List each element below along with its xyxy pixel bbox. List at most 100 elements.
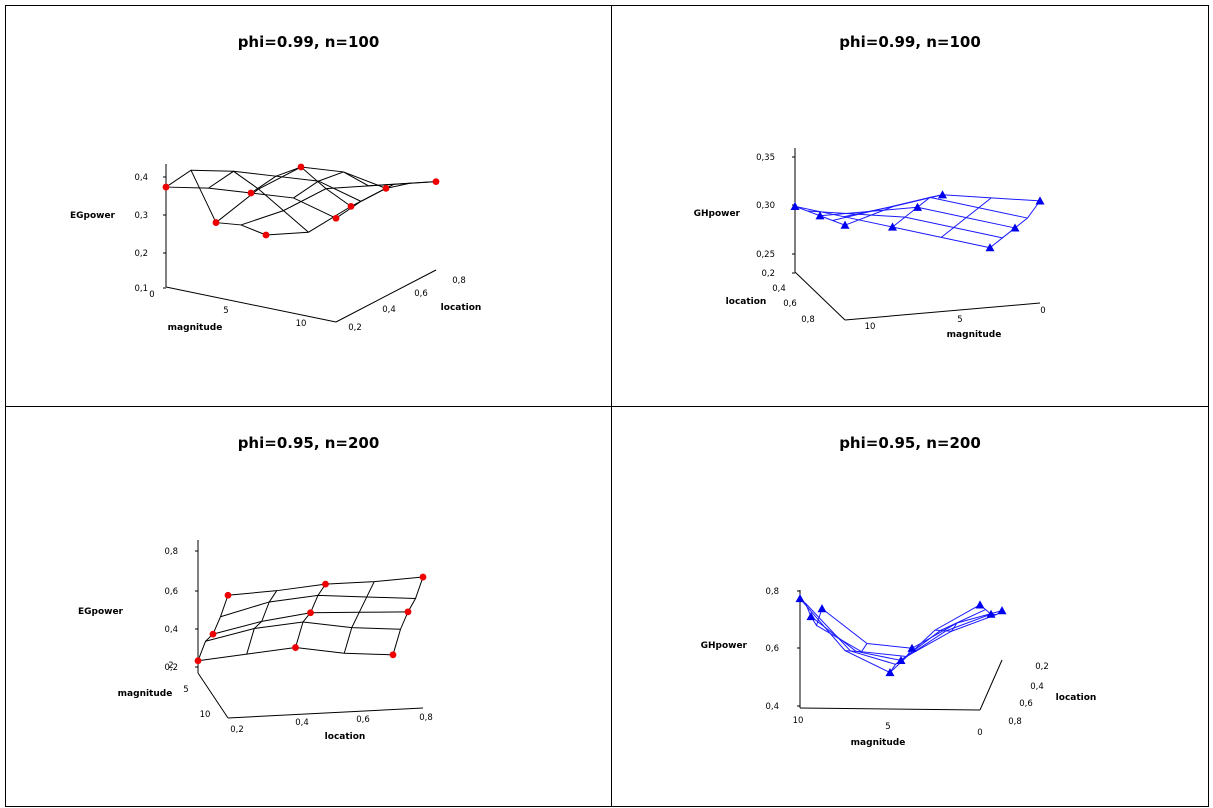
data-point-marker	[1035, 196, 1045, 205]
data-point-marker	[212, 219, 220, 226]
data-point-marker	[888, 222, 897, 231]
data-point-marker	[419, 573, 427, 581]
surface-column-line	[843, 205, 894, 218]
chart-title: phi=0.95, n=200	[839, 434, 981, 452]
x-axis-label: magnitude	[851, 738, 906, 748]
data-point-marker	[790, 201, 800, 210]
data-point-marker	[795, 594, 805, 603]
x-axis-line	[799, 707, 981, 711]
chart-panel-gh-095: phi=0.95, n=200 10 5 0 0,2 0,4 0,6 0,8 0,4 0,6 0,…	[611, 406, 1209, 807]
data-point-marker	[997, 606, 1007, 615]
y-axis-label: magnitude	[118, 689, 173, 699]
z-tick-label: 0,35	[756, 153, 775, 163]
surface-row-line	[832, 196, 1028, 221]
data-point-marker	[307, 609, 314, 617]
y-tick-label: 0,2	[348, 323, 362, 333]
data-point-marker	[209, 630, 217, 638]
x-axis-line	[844, 302, 1041, 321]
x-axis-line	[227, 707, 424, 719]
x-tick-label: 5	[223, 306, 228, 316]
surface-column-line	[392, 576, 424, 655]
data-point-marker	[194, 657, 202, 665]
data-point-marker	[292, 644, 299, 651]
surface-column-line	[208, 170, 309, 233]
y-tick-label: 5	[183, 685, 188, 695]
data-point-marker	[224, 591, 232, 599]
surface-column-line	[246, 590, 278, 655]
data-point-marker	[322, 580, 329, 588]
data-point-marker	[896, 655, 906, 664]
data-point-marker	[815, 211, 825, 220]
y-tick-label: 10	[200, 710, 211, 720]
surface-column-line	[844, 643, 868, 653]
data-point-marker	[297, 163, 305, 171]
z-tick-label: 0,1	[134, 284, 148, 294]
x-tick-label: 5	[957, 315, 962, 325]
z-tick-label: 0,2	[134, 249, 148, 259]
z-axis-label: GHpower	[694, 209, 741, 219]
y-tick-label: 0,2	[1035, 662, 1049, 672]
surface-column-line	[197, 595, 229, 661]
data-point-marker	[938, 190, 947, 199]
x-tick-label: 0	[149, 290, 154, 300]
surface-column-line	[343, 581, 375, 654]
surface-plot-eg-099: 0 5 10 0,2 0,4 0,6 0,8 0,1 0,2 0,3 0,4 EGpower magni…	[70, 163, 481, 333]
x-axis-label: magnitude	[168, 323, 223, 333]
chart-title: phi=0.95, n=200	[237, 434, 380, 452]
x-axis-label: magnitude	[947, 330, 1002, 340]
x-tick-label: 10	[793, 716, 804, 726]
x-tick-label: 0	[977, 728, 982, 738]
surface-plot-gh-095: 10 5 0 0,2 0,4 0,6 0,8 0,4 0,6 0,8 GHpower magnitud…	[701, 587, 1097, 748]
data-point-marker	[382, 184, 390, 192]
surface-row-line	[799, 598, 981, 674]
x-tick-label: 5	[885, 722, 890, 732]
x-axis-label: location	[325, 732, 366, 742]
chart-panel-eg-099: phi=0.99, n=100 0 5 10 0,2 0,4 0,6 0,8 0,1 0,2 0,…	[5, 5, 612, 407]
x-axis-line	[165, 286, 337, 323]
surface-plot-eg-095: 0,2 0,4 0,6 0,8 2 5 10 0,2 0,4 0,6 0,8 EGpower locat…	[78, 540, 433, 742]
surface-column-line	[940, 197, 992, 238]
surface-row-line	[205, 621, 401, 642]
y-tick-label: 0,4	[382, 305, 396, 315]
x-tick-label: 10	[296, 319, 307, 329]
y-tick-label: 2	[168, 661, 173, 671]
z-axis-label: EGpower	[78, 607, 124, 617]
data-point-marker	[432, 178, 440, 185]
data-point-marker	[389, 651, 397, 659]
z-tick-label: 0,2	[164, 663, 178, 673]
x-tick-label: 0,8	[419, 713, 433, 723]
y-tick-label: 0,6	[783, 299, 797, 309]
data-point-marker	[913, 202, 922, 211]
y-tick-label: 0,6	[1019, 699, 1033, 709]
data-point-marker	[404, 608, 412, 616]
data-point-marker	[247, 189, 255, 197]
chart-title: phi=0.99, n=100	[237, 33, 380, 51]
y-axis-line	[979, 659, 1003, 711]
y-tick-label: 0,6	[414, 289, 428, 299]
x-tick-label: 0,6	[356, 715, 370, 725]
z-tick-label: 0,8	[765, 587, 779, 597]
z-tick-label: 0,4	[134, 173, 148, 183]
x-tick-label: 0	[1040, 306, 1045, 316]
z-axis-label: EGpower	[70, 211, 116, 221]
data-point-marker	[840, 220, 850, 229]
y-axis-line	[197, 672, 229, 719]
y-axis-line	[335, 269, 437, 323]
y-tick-label: 0,8	[801, 315, 815, 325]
data-point-marker	[817, 604, 827, 613]
chart-title: phi=0.99, n=100	[839, 33, 981, 51]
data-point-marker	[985, 243, 995, 252]
x-tick-label: 0,4	[295, 718, 309, 728]
z-tick-label: 0,6	[765, 644, 779, 654]
surface-plot-gh-099: 10 5 0 0,4 0,6 0,8 0,2 0,25 0,30 0,35 GHpower magni…	[694, 148, 1046, 340]
y-axis-label: location	[726, 297, 767, 307]
data-point-marker	[885, 668, 895, 677]
z-tick-label: 0,4	[765, 702, 779, 712]
surface-column-line	[250, 166, 352, 207]
surface-row-line	[215, 166, 387, 223]
y-axis-label: location	[1056, 693, 1097, 703]
data-point-marker	[806, 611, 816, 621]
y-tick-label: 0,8	[1008, 717, 1022, 727]
surface-row-line	[220, 594, 416, 618]
z-tick-label: 0,8	[164, 547, 178, 557]
